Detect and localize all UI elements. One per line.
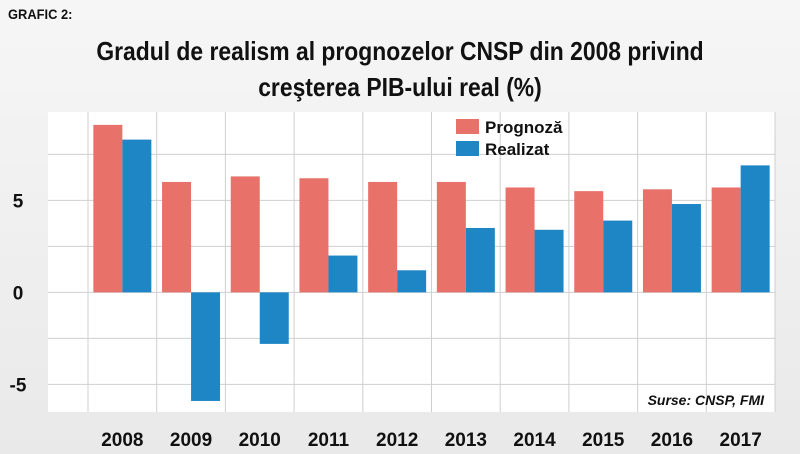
figure-tag: GRAFIC 2: bbox=[8, 6, 73, 22]
bar-prognoza-2015 bbox=[574, 191, 604, 293]
x-tick-label: 2009 bbox=[170, 430, 212, 451]
bar-realizat-2017 bbox=[740, 165, 770, 293]
legend-swatch bbox=[456, 141, 479, 156]
x-tick-label: 2012 bbox=[376, 430, 418, 451]
source-note: Surse: CNSP, FMI bbox=[648, 392, 766, 408]
x-tick-label: 2010 bbox=[239, 430, 281, 451]
legend-label: Realizat bbox=[485, 140, 550, 159]
y-axis-ticks: 5 0 -5 bbox=[10, 191, 27, 396]
y-tick-label: -5 bbox=[10, 375, 27, 396]
x-tick-label: 2013 bbox=[445, 430, 487, 451]
legend-swatch bbox=[456, 119, 479, 134]
bar-prognoza-2012 bbox=[368, 181, 398, 293]
legend-label: Prognoză bbox=[485, 118, 563, 137]
bar-prognoza-2014 bbox=[505, 187, 535, 293]
bar-prognoza-2016 bbox=[642, 189, 672, 293]
bar-prognoza-2010 bbox=[230, 176, 260, 293]
bar-prognoza-2017 bbox=[711, 187, 741, 293]
x-tick-label: 2014 bbox=[513, 430, 556, 451]
chart-title-line1: Gradul de realism al prognozelor CNSP di… bbox=[96, 36, 704, 66]
x-axis-ticks: 2008 2009 2010 2011 2012 2013 2014 2015 2016 2017 bbox=[101, 430, 762, 451]
bar-realizat-2010 bbox=[259, 292, 289, 344]
y-tick-label: 0 bbox=[13, 283, 24, 304]
bar-prognoza-2009 bbox=[162, 181, 192, 293]
chart-title-line2: creşterea PIB-ului real (%) bbox=[258, 72, 542, 102]
legend: Prognoză Realizat bbox=[456, 118, 563, 159]
bars bbox=[93, 124, 770, 401]
x-tick-label: 2011 bbox=[308, 430, 350, 451]
x-tick-label: 2017 bbox=[720, 430, 762, 451]
bar-prognoza-2011 bbox=[299, 178, 329, 293]
bar-realizat-2008 bbox=[122, 139, 152, 293]
bar-realizat-2013 bbox=[465, 227, 495, 293]
y-tick-label: 5 bbox=[13, 191, 24, 212]
x-tick-label: 2016 bbox=[651, 430, 693, 451]
x-tick-label: 2008 bbox=[101, 430, 143, 451]
bar-prognoza-2008 bbox=[93, 124, 123, 293]
bar-realizat-2009 bbox=[191, 292, 221, 401]
bar-realizat-2016 bbox=[671, 204, 701, 293]
bar-realizat-2012 bbox=[397, 270, 427, 293]
bar-prognoza-2013 bbox=[436, 181, 466, 293]
bar-realizat-2014 bbox=[534, 229, 564, 293]
bar-realizat-2011 bbox=[328, 255, 358, 293]
x-tick-label: 2015 bbox=[582, 430, 625, 451]
bar-realizat-2015 bbox=[603, 220, 633, 293]
